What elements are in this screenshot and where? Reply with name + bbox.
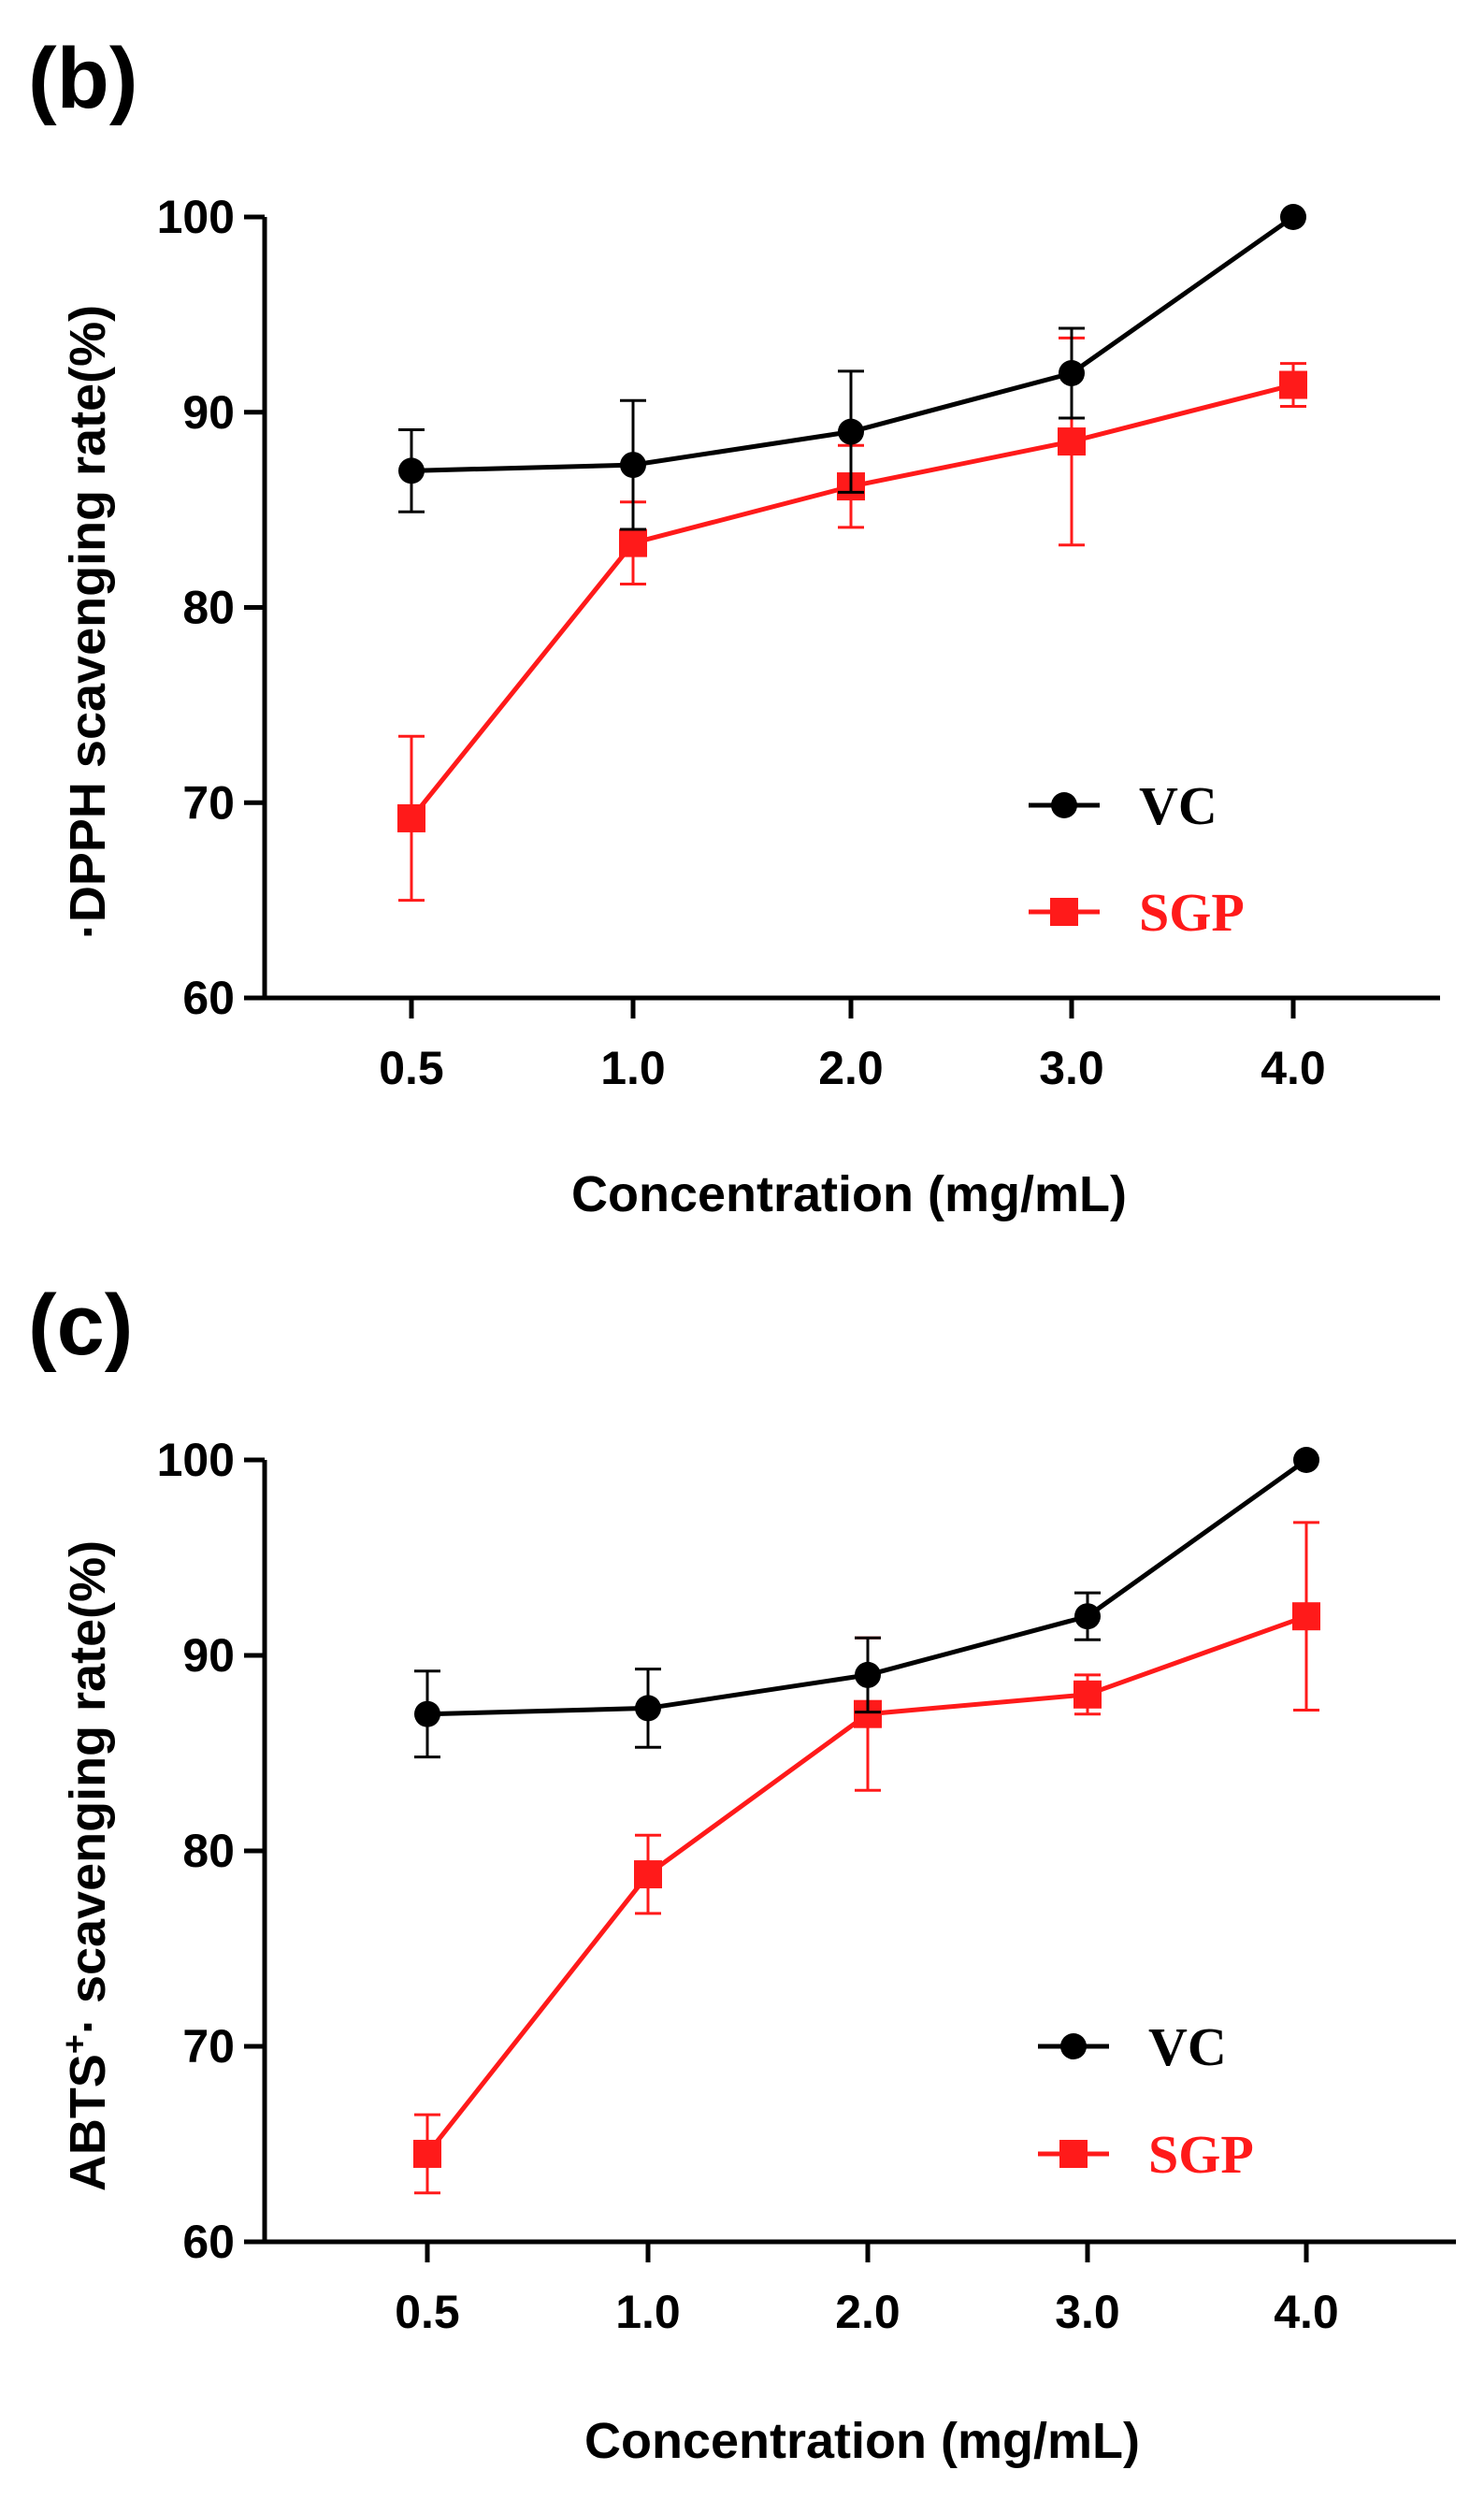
y-tick-label: 100 [157, 191, 235, 243]
x-tick-label: 0.5 [379, 1042, 444, 1094]
data-point-vc [414, 1700, 440, 1727]
panel-c-ylabel-sup: + [55, 2034, 94, 2054]
legend-item-sgp: SGP [1029, 882, 1245, 943]
panel-b: (b) ·DPPH scavenging rate(%) Concentrati… [28, 31, 1440, 1222]
data-point-sgp [413, 2139, 441, 2168]
data-point-vc [1293, 1447, 1319, 1473]
data-point-vc [838, 418, 864, 445]
y-tick-label: 100 [157, 1434, 235, 1486]
legend-marker [1050, 898, 1078, 926]
panel-c-plot: 60 70 80 90 100 0.5 1.0 2.0 3.0 4.0 VC SGP [157, 1434, 1456, 2338]
y-tick-label: 70 [182, 2020, 235, 2073]
legend-marker [1060, 2033, 1087, 2059]
legend-marker [1051, 792, 1077, 818]
data-point-sgp [397, 803, 425, 832]
x-tick-label: 3.0 [1039, 1042, 1104, 1094]
x-tick-label: 2.0 [835, 2286, 900, 2338]
panel-c-ylabel-rest: · scavenging rate(%) [60, 1540, 116, 2034]
panel-b-plot: 60 70 80 90 100 0.5 1.0 2.0 3.0 4.0 VC SGP [157, 191, 1440, 1094]
series-vc [414, 1447, 1319, 1759]
y-tick-label: 60 [182, 972, 235, 1024]
legend-label: SGP [1148, 2124, 1254, 2185]
x-tick-label: 3.0 [1055, 2286, 1120, 2338]
data-point-vc [1280, 204, 1306, 230]
legend-label: SGP [1139, 882, 1245, 943]
panel-c-label: (c) [28, 1278, 133, 1373]
y-tick-label: 90 [182, 1629, 235, 1682]
panel-b-xlabel: Concentration (mg/mL) [571, 1166, 1127, 1222]
y-tick-label: 60 [182, 2216, 235, 2268]
series-sgp [413, 1521, 1320, 2195]
data-point-vc [635, 1695, 661, 1722]
data-point-sgp [1279, 370, 1307, 399]
panel-c-ylabel: ABTS+· scavenging rate(%) [55, 1540, 117, 2191]
x-tick-label: 2.0 [818, 1042, 884, 1094]
data-point-vc [1074, 1603, 1101, 1630]
x-tick-label: 0.5 [395, 2286, 460, 2338]
y-tick-label: 70 [182, 776, 235, 829]
y-tick-label: 90 [182, 386, 235, 439]
x-tick-label: 4.0 [1274, 2286, 1339, 2338]
legend-label: VC [1148, 2016, 1227, 2077]
data-point-sgp [1292, 1602, 1320, 1631]
panel-c: (c) ABTS+· scavenging rate(%) Concentrat… [28, 1278, 1456, 2469]
data-point-vc [855, 1661, 881, 1688]
data-point-vc [1059, 360, 1085, 386]
data-point-vc [620, 452, 646, 479]
panel-c-ylabel-main: ABTS [60, 2054, 116, 2191]
data-point-sgp [1058, 427, 1086, 456]
panel-c-xlabel: Concentration (mg/mL) [584, 2413, 1140, 2469]
data-point-vc [398, 457, 425, 484]
panel-b-label: (b) [28, 31, 137, 126]
x-tick-label: 1.0 [615, 2286, 681, 2338]
x-tick-label: 4.0 [1261, 1042, 1326, 1094]
data-point-sgp [634, 1860, 662, 1889]
legend-item-sgp: SGP [1038, 2124, 1254, 2185]
x-tick-label: 1.0 [600, 1042, 666, 1094]
y-tick-label: 80 [182, 582, 235, 634]
legend-item-vc: VC [1038, 2016, 1227, 2077]
legend-label: VC [1139, 775, 1217, 836]
data-point-sgp [1073, 1680, 1102, 1709]
panel-b-ylabel: ·DPPH scavenging rate(%) [60, 305, 116, 939]
y-tick-label: 80 [182, 1825, 235, 1877]
data-point-sgp [619, 528, 647, 557]
legend-item-vc: VC [1029, 775, 1217, 836]
series-vc [398, 204, 1306, 531]
legend-marker [1059, 2140, 1088, 2168]
